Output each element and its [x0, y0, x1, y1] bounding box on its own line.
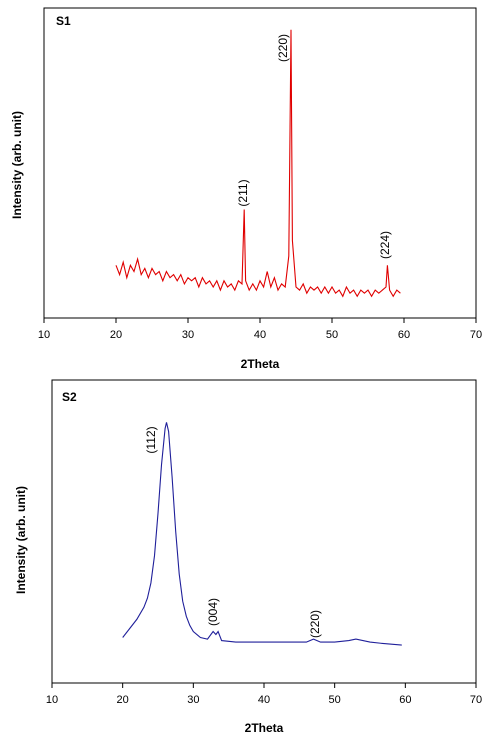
data-line: [115, 29, 401, 298]
x-axis-label: 2Theta: [241, 357, 280, 371]
x-tick-label: 40: [258, 694, 270, 706]
peak-label: (220): [308, 610, 322, 638]
x-tick-label: 20: [117, 694, 129, 706]
x-tick-label: 40: [254, 329, 266, 341]
peak-label: (224): [378, 231, 392, 259]
y-axis-label: Intensity (arb. unit): [10, 111, 24, 219]
peak-label: (112): [144, 426, 158, 453]
x-tick-label: 60: [399, 694, 411, 706]
peak-label: (004): [206, 598, 220, 626]
x-tick-label: 30: [182, 329, 194, 341]
x-tick-label: 70: [470, 329, 482, 341]
panel-title: S2: [62, 390, 77, 404]
x-tick-label: 30: [187, 694, 199, 706]
x-tick-label: 50: [329, 694, 341, 706]
x-axis-label: 2Theta: [245, 721, 284, 735]
x-tick-label: 10: [46, 694, 58, 706]
y-axis-label: Intensity (arb. unit): [14, 486, 28, 594]
x-tick-label: 70: [470, 694, 482, 706]
plot-frame: [43, 7, 477, 319]
x-tick-label: 60: [398, 329, 410, 341]
peak-label: (220): [276, 34, 290, 62]
x-tick-label: 10: [38, 329, 50, 341]
panel-title: S1: [56, 14, 71, 28]
x-tick-label: 20: [110, 329, 122, 341]
plot-frame: [51, 379, 477, 684]
data-line: [122, 422, 402, 646]
x-tick-label: 50: [326, 329, 338, 341]
peak-label: (211): [236, 179, 250, 206]
